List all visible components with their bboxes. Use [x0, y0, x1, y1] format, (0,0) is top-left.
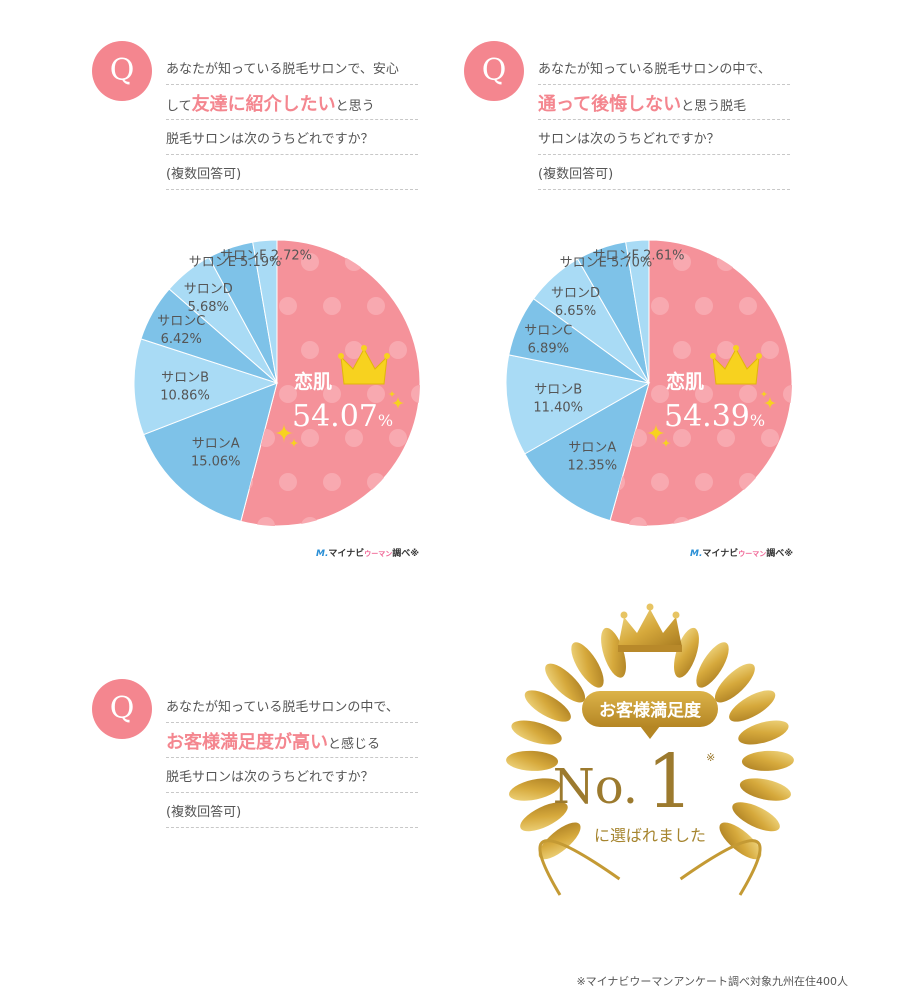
q-badge-1: Q — [92, 41, 152, 101]
pie-2-label-6: サロンF 2.61% — [593, 248, 685, 263]
question-3: あなたが知っている脱毛サロンの中で、 お客様満足度が高いと感じる 脱毛サロンは次… — [166, 688, 418, 828]
crown-icon — [338, 345, 390, 385]
pie-2-slice-2 — [505, 354, 651, 455]
question-3-line-1: あなたが知っている脱毛サロンの中で、 — [166, 688, 418, 723]
crown-icon — [618, 603, 682, 652]
pie-2-label-name-3: サロンC — [524, 324, 572, 339]
question-3-line-3: 脱毛サロンは次のうちどれですか？ — [166, 758, 418, 793]
question-1-line-3: 脱毛サロンは次のうちどれですか？ — [166, 120, 418, 155]
pie-2-label-name-4: サロンD — [551, 286, 600, 301]
mynavi-logo-icon: M. — [316, 549, 329, 559]
question-3-highlight: お客様満足度が高い — [166, 732, 328, 753]
question-2: あなたが知っている脱毛サロンの中で、 通って後悔しないと思う脱毛 サロンは次のう… — [538, 50, 790, 190]
question-2-line-2: 通って後悔しないと思う脱毛 — [538, 85, 790, 120]
pie-1-label-name-2: サロンB — [161, 371, 209, 386]
pie-1-label-value-1: 15.06% — [191, 455, 241, 470]
mynavi-logo-icon: M. — [690, 549, 703, 559]
award-mark: ※ — [706, 751, 715, 764]
pie-2-label-value-1: 12.35% — [567, 458, 617, 473]
question-2-line-2-post: と思う脱毛 — [681, 99, 747, 114]
question-3-line-2-post: と感じる — [328, 737, 381, 752]
question-1-line-2-pre: して — [166, 99, 192, 114]
credit-1-suffix: 調べ※ — [392, 549, 419, 559]
question-1-highlight: 友達に紹介したい — [191, 94, 336, 115]
question-1-line-2-post: と思う — [335, 99, 375, 114]
question-3-line-4: (複数回答可) — [166, 793, 418, 828]
pie-1-label-6: サロンF 2.72% — [220, 248, 312, 263]
pie-1-label-value-2: 10.86% — [160, 389, 210, 404]
credit-2: M.マイナビウーマン調べ※ — [690, 546, 793, 559]
award-one-text: 1 — [646, 739, 693, 825]
award-no-text: No. — [553, 759, 638, 815]
laurel-left-icon — [506, 627, 626, 896]
pie-1-label-value-4: 5.68% — [188, 300, 229, 315]
pie-2-slice-6 — [625, 239, 650, 384]
pie-1-label-value-3: 6.42% — [161, 332, 202, 347]
pie-chart-2: サロンA 12.35% サロンB 11.40% サロンC 6.89% サロンD 6.65% サロ… — [505, 239, 793, 527]
pie-2-label-5: サロンE 5.70% — [560, 255, 653, 270]
credit-1: M.マイナビウーマン調べ※ — [316, 546, 419, 559]
question-1-line-2: して友達に紹介したいと思う — [166, 85, 418, 120]
question-2-line-3: サロンは次のうちどれですか？ — [538, 120, 790, 155]
pie-1-slice-2 — [133, 338, 279, 436]
question-2-highlight: 通って後悔しない — [538, 94, 682, 115]
pie-1-slice-1 — [142, 382, 278, 522]
credit-1-name: マイナビ — [328, 549, 365, 559]
q-badge-3: Q — [92, 679, 152, 739]
pie-2-label-value-2: 11.40% — [533, 401, 583, 416]
pie-2-slice-1 — [524, 381, 650, 522]
pie-2-main-value: 54.39% — [664, 399, 765, 434]
pie-1-main-name: 恋肌 — [294, 370, 332, 393]
crown-icon — [710, 345, 762, 385]
question-3-line-2: お客様満足度が高いと感じる — [166, 723, 418, 758]
question-1: あなたが知っている脱毛サロンで、安心 して友達に紹介したいと思う 脱毛サロンは次… — [166, 50, 418, 190]
pie-2-label-name-2: サロンB — [534, 383, 582, 398]
award-emblem: お客様満足度 No. 1 ※ に選ばれました — [506, 603, 794, 896]
credit-2-sub: ウーマン — [738, 550, 767, 558]
pie-1-label-name-3: サロンC — [157, 314, 205, 329]
question-2-line-4: (複数回答可) — [538, 155, 790, 190]
sparkle-icon — [274, 390, 405, 448]
credit-2-name: マイナビ — [702, 549, 739, 559]
laurel-right-icon — [674, 627, 794, 896]
pie-2-label-name-1: サロンA — [568, 440, 616, 455]
pie-1-label-name-1: サロンA — [192, 437, 240, 452]
question-1-line-4: (複数回答可) — [166, 155, 418, 190]
question-1-line-1: あなたが知っている脱毛サロンで、安心 — [166, 50, 418, 85]
award-sub-text: に選ばれました — [594, 826, 706, 845]
award-banner: お客様満足度 — [582, 691, 718, 739]
pie-1-slice-6 — [252, 239, 278, 384]
pie-2-label-value-3: 6.89% — [528, 342, 569, 357]
q-badge-2: Q — [464, 41, 524, 101]
sparkle-icon — [646, 390, 777, 448]
pie-1-label-5: サロンE 5.19% — [189, 255, 282, 270]
pie-2-label-value-4: 6.65% — [555, 304, 596, 319]
pie-1-label-name-4: サロンD — [184, 282, 233, 297]
pie-2-main-name: 恋肌 — [666, 370, 704, 393]
pie-1-main-value: 54.07% — [292, 399, 393, 434]
credit-2-suffix: 調べ※ — [766, 549, 793, 559]
credit-1-sub: ウーマン — [364, 550, 393, 558]
question-2-line-1: あなたが知っている脱毛サロンの中で、 — [538, 50, 790, 85]
award-banner-text: お客様満足度 — [599, 700, 702, 721]
pie-chart-1: サロンA 15.06% サロンB 10.86% サロンC 6.42% サロンD 5.68% サロ… — [133, 239, 421, 527]
footnote: ※マイナビウーマンアンケート調べ対象九州在住400人 — [576, 975, 848, 988]
